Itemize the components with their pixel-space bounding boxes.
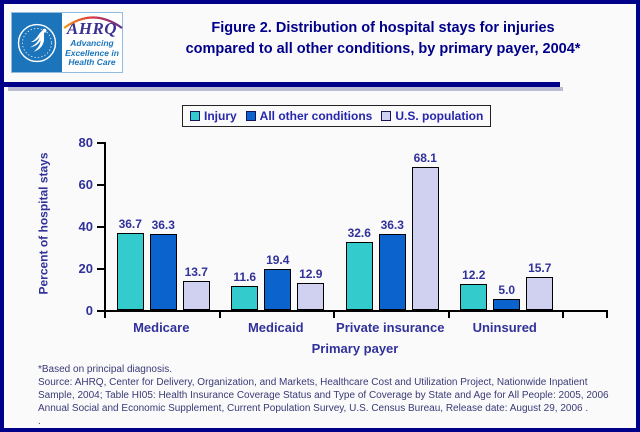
category-label-medicaid: Medicaid [247, 320, 304, 335]
rainbow-arc-icon [63, 16, 123, 29]
ahrq-wordmark: AHRQ [66, 19, 118, 38]
footnote-line: Annual Social and Economic Supplement, C… [38, 403, 589, 414]
ahrq-logo-block: AHRQ Advancing Excellence in Health Care [62, 13, 123, 72]
header-divider-shadow [8, 87, 563, 91]
bar-value-label: 19.4 [266, 253, 290, 267]
bar-value-label: 15.7 [528, 261, 552, 275]
legend-swatch-icon [245, 111, 256, 121]
x-tick [562, 312, 564, 318]
bar-value-label: 68.1 [413, 151, 437, 165]
y-tick [97, 268, 104, 270]
ahrq-tagline: Advancing Excellence in Health Care [65, 38, 119, 68]
y-axis-title: Percent of hospital stays [36, 152, 51, 295]
bar-injury [231, 286, 259, 310]
bar-u-s-population [526, 277, 554, 310]
legend-label: Injury [204, 109, 237, 123]
y-tick [97, 184, 104, 186]
x-tick [218, 312, 221, 318]
legend-swatch-icon [190, 111, 200, 121]
footnote-line: *Based on principal diagnosis. [38, 364, 172, 375]
figure-title-line1: Figure 2. Distribution of hospital stays… [211, 20, 555, 36]
bar-all-other-conditions [378, 234, 406, 310]
legend-swatch-icon [381, 111, 392, 121]
y-tick [97, 142, 104, 144]
bar-value-label: 36.7 [118, 217, 142, 231]
y-tick-label: 0 [85, 303, 93, 318]
x-tick [333, 312, 335, 318]
bar-u-s-population [297, 283, 325, 310]
legend-item-injury: Injury [190, 109, 237, 123]
x-tick [447, 312, 450, 318]
y-axis-line [104, 142, 106, 312]
bar-value-label: 12.9 [299, 267, 323, 281]
x-axis-title: Primary payer [311, 341, 399, 356]
bar-value-label: 36.3 [380, 218, 404, 232]
y-tick-label: 80 [78, 135, 93, 150]
footnote-line: . [38, 416, 41, 427]
y-tick-label: 60 [78, 177, 93, 192]
footnotes: *Based on principal diagnosis. Source: AH… [38, 363, 634, 428]
header-divider [4, 82, 560, 87]
bar-value-label: 36.3 [151, 218, 175, 232]
bar-injury [460, 284, 488, 310]
y-tick-label: 40 [78, 219, 93, 234]
bar-chart: Percent of hospital stays Primary payer … [4, 4, 636, 428]
bar-value-label: 13.7 [184, 265, 208, 279]
bar-injury [116, 233, 144, 310]
x-axis-end-tick [606, 312, 608, 318]
hhs-seal [12, 13, 62, 72]
chart-legend: Injury All other conditions U.S. populatio… [182, 105, 492, 127]
category-label-medicare: Medicare [133, 320, 190, 335]
bar-value-label: 12.2 [462, 268, 486, 282]
y-tick-label: 20 [78, 261, 93, 276]
bar-value-label: 32.6 [347, 226, 371, 240]
footnote-line: Sample, 2004; Table HI05: Health Insuran… [38, 390, 609, 401]
category-label-uninsured: Uninsured [472, 320, 537, 335]
category-label-private-insurance: Private insurance [336, 320, 445, 335]
x-axis-line [104, 310, 608, 312]
bar-u-s-population [182, 281, 210, 310]
bar-all-other-conditions [149, 234, 177, 310]
y-tick [97, 226, 104, 228]
tagline-line: Health Care [68, 57, 116, 67]
y-tick [97, 310, 104, 312]
figure-title: Figure 2. Distribution of hospital stays… [132, 18, 634, 60]
x-tick [104, 312, 106, 318]
legend-label: U.S. population [395, 109, 484, 123]
bar-all-other-conditions [264, 269, 292, 310]
bar-value-label: 11.6 [233, 270, 257, 284]
bar-all-other-conditions [493, 299, 521, 310]
legend-item-u-s-population: U.S. population [381, 109, 483, 123]
figure-title-line2: compared to all other conditions, by pri… [185, 41, 581, 57]
ahrq-hhs-logo: AHRQ Advancing Excellence in Health Care [11, 12, 123, 73]
bar-u-s-population [411, 167, 439, 310]
tagline-line: Advancing [70, 38, 114, 48]
hhs-eagle-icon [17, 23, 57, 62]
footnote-line: Source: AHRQ, Center for Delivery, Organ… [38, 377, 588, 388]
legend-item-all-other-conditions: All other conditions [245, 109, 373, 123]
legend-label: All other conditions [259, 109, 373, 123]
tagline-line: Excellence in [65, 47, 119, 58]
bar-injury [345, 242, 373, 310]
bar-value-label: 5.0 [498, 283, 516, 297]
